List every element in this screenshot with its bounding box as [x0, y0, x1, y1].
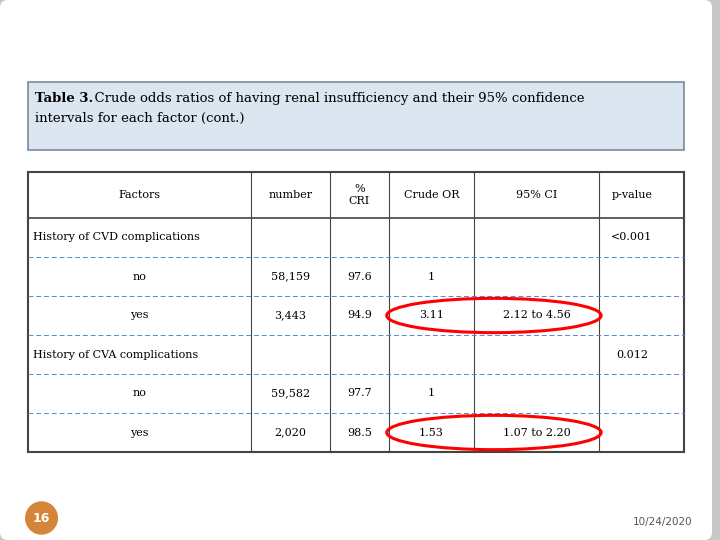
Text: 98.5: 98.5: [347, 428, 372, 437]
Text: 2.12 to 4.56: 2.12 to 4.56: [503, 310, 570, 321]
Bar: [27, 82, 685, 150]
Text: 59,582: 59,582: [271, 388, 310, 399]
Text: %
CRI: % CRI: [348, 184, 370, 206]
Text: 3.11: 3.11: [419, 310, 444, 321]
Text: number: number: [269, 190, 312, 200]
Circle shape: [26, 502, 58, 534]
Text: Crude odds ratios of having renal insufficiency and their 95% confidence: Crude odds ratios of having renal insuff…: [86, 92, 585, 105]
Text: Factors: Factors: [118, 190, 161, 200]
Text: no: no: [132, 388, 146, 399]
Text: 1: 1: [428, 272, 435, 281]
Text: 0.012: 0.012: [616, 349, 648, 360]
Text: 1: 1: [428, 388, 435, 399]
Text: 95% CI: 95% CI: [516, 190, 557, 200]
Text: 97.6: 97.6: [347, 272, 372, 281]
Text: 97.7: 97.7: [347, 388, 372, 399]
Text: 1.53: 1.53: [419, 428, 444, 437]
Text: yes: yes: [130, 428, 148, 437]
Text: p-value: p-value: [611, 190, 652, 200]
Text: 1.07 to 2.20: 1.07 to 2.20: [503, 428, 570, 437]
Text: History of CVD complications: History of CVD complications: [32, 233, 199, 242]
Text: 16: 16: [33, 511, 50, 524]
Bar: [27, 172, 685, 452]
Text: 94.9: 94.9: [347, 310, 372, 321]
Text: Crude OR: Crude OR: [404, 190, 459, 200]
Text: Table 3.: Table 3.: [35, 92, 93, 105]
Text: 10/24/2020: 10/24/2020: [633, 517, 693, 527]
Text: 3,443: 3,443: [274, 310, 307, 321]
Text: History of CVA complications: History of CVA complications: [32, 349, 198, 360]
Text: intervals for each factor (cont.): intervals for each factor (cont.): [35, 112, 244, 125]
Text: no: no: [132, 272, 146, 281]
Text: 2,020: 2,020: [274, 428, 307, 437]
Text: yes: yes: [130, 310, 148, 321]
Text: <0.001: <0.001: [611, 233, 652, 242]
Text: 58,159: 58,159: [271, 272, 310, 281]
